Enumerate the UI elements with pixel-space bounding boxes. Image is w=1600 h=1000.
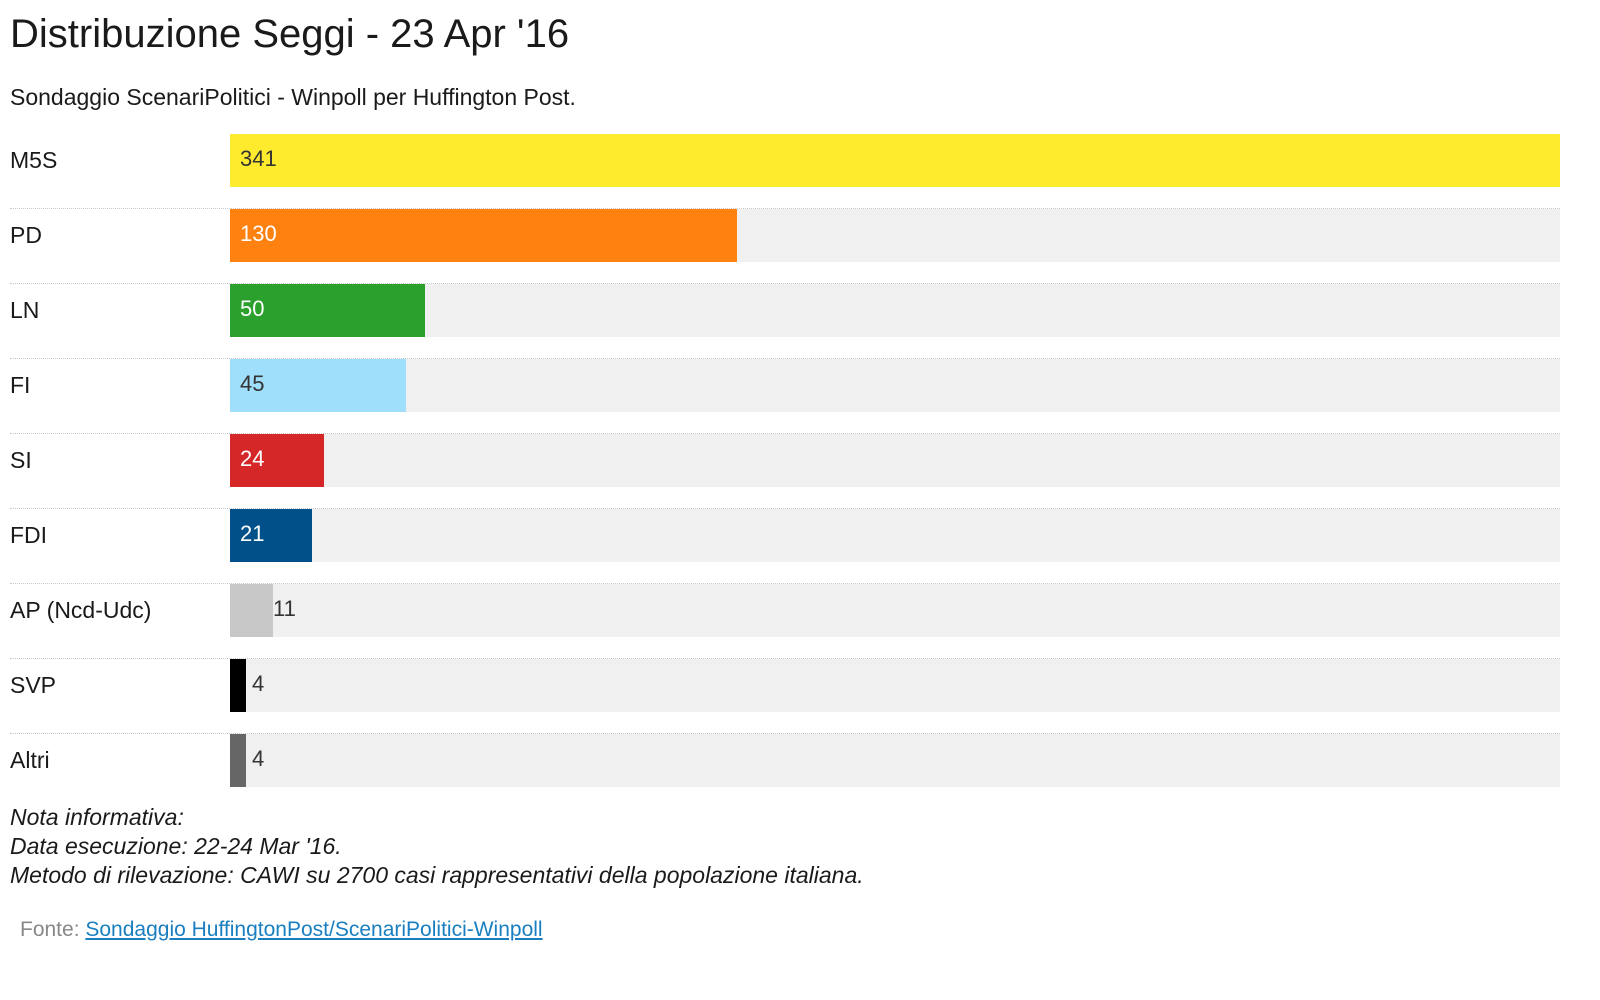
notes-block: Nota informativa: Data esecuzione: 22-24… <box>10 803 864 890</box>
category-label: M5S <box>10 147 58 173</box>
value-label: 24 <box>240 446 265 471</box>
chart-subtitle: Sondaggio ScenariPolitici - Winpoll per … <box>10 84 576 110</box>
category-label: FDI <box>10 522 48 548</box>
bar-track: 50 <box>230 284 1560 337</box>
source-link[interactable]: Sondaggio HuffingtonPost/ScenariPolitici… <box>85 918 543 941</box>
category-label: SVP <box>10 672 57 698</box>
bar <box>230 509 312 562</box>
bar-track: 24 <box>230 434 1560 487</box>
category-label: AP (Ncd-Udc) <box>10 597 152 623</box>
bar <box>230 359 406 412</box>
bar <box>230 659 246 712</box>
value-label: 50 <box>240 296 265 321</box>
bar-row: SI 24 <box>10 434 1560 509</box>
value-label: 45 <box>240 371 265 396</box>
bar-row: PD 130 <box>10 209 1560 284</box>
bar-row: SVP 4 <box>10 659 1560 734</box>
bar <box>230 734 246 787</box>
bar-track: 341 <box>230 134 1560 187</box>
bar <box>230 209 737 262</box>
category-label: Altri <box>10 747 50 773</box>
notes-method: Metodo di rilevazione: CAWI su 2700 casi… <box>10 862 864 888</box>
bar-row: LN 50 <box>10 284 1560 359</box>
value-label: 130 <box>240 221 277 246</box>
bar-track: 4 <box>230 659 1560 712</box>
value-label: 4 <box>252 746 265 771</box>
notes-heading: Nota informativa: <box>10 804 184 830</box>
bar-row: Altri 4 <box>10 734 1560 809</box>
category-label: LN <box>10 297 40 323</box>
bar-row: FI 45 <box>10 359 1560 434</box>
value-label: 11 <box>273 596 296 621</box>
bar-track: 4 <box>230 734 1560 787</box>
category-label: FI <box>10 372 31 398</box>
value-label: 21 <box>240 521 265 546</box>
value-label: 4 <box>252 671 265 696</box>
bar-track: 11 <box>230 584 1560 637</box>
bar-track: 130 <box>230 209 1560 262</box>
bar-track: 45 <box>230 359 1560 412</box>
bar <box>230 434 324 487</box>
bar-chart: M5S 341 PD 130 LN 50 FI 45 SI 24 FDI 21 AP (Ncd-Udc)… <box>10 134 1560 809</box>
bar <box>230 134 1560 187</box>
source-prefix: Fonte: <box>20 918 86 941</box>
bar-row: AP (Ncd-Udc) 11 <box>10 584 1560 659</box>
bar <box>230 584 273 637</box>
bar-track: 21 <box>230 509 1560 562</box>
category-label: PD <box>10 222 42 248</box>
value-label: 341 <box>240 146 277 171</box>
bar-row: FDI 21 <box>10 509 1560 584</box>
bar <box>230 284 425 337</box>
source-line: Fonte: Sondaggio HuffingtonPost/ScenariP… <box>20 918 543 942</box>
category-label: SI <box>10 447 32 473</box>
bar-row: M5S 341 <box>10 134 1560 209</box>
notes-date: Data esecuzione: 22-24 Mar '16. <box>10 833 342 859</box>
chart-title: Distribuzione Seggi - 23 Apr '16 <box>10 12 570 56</box>
